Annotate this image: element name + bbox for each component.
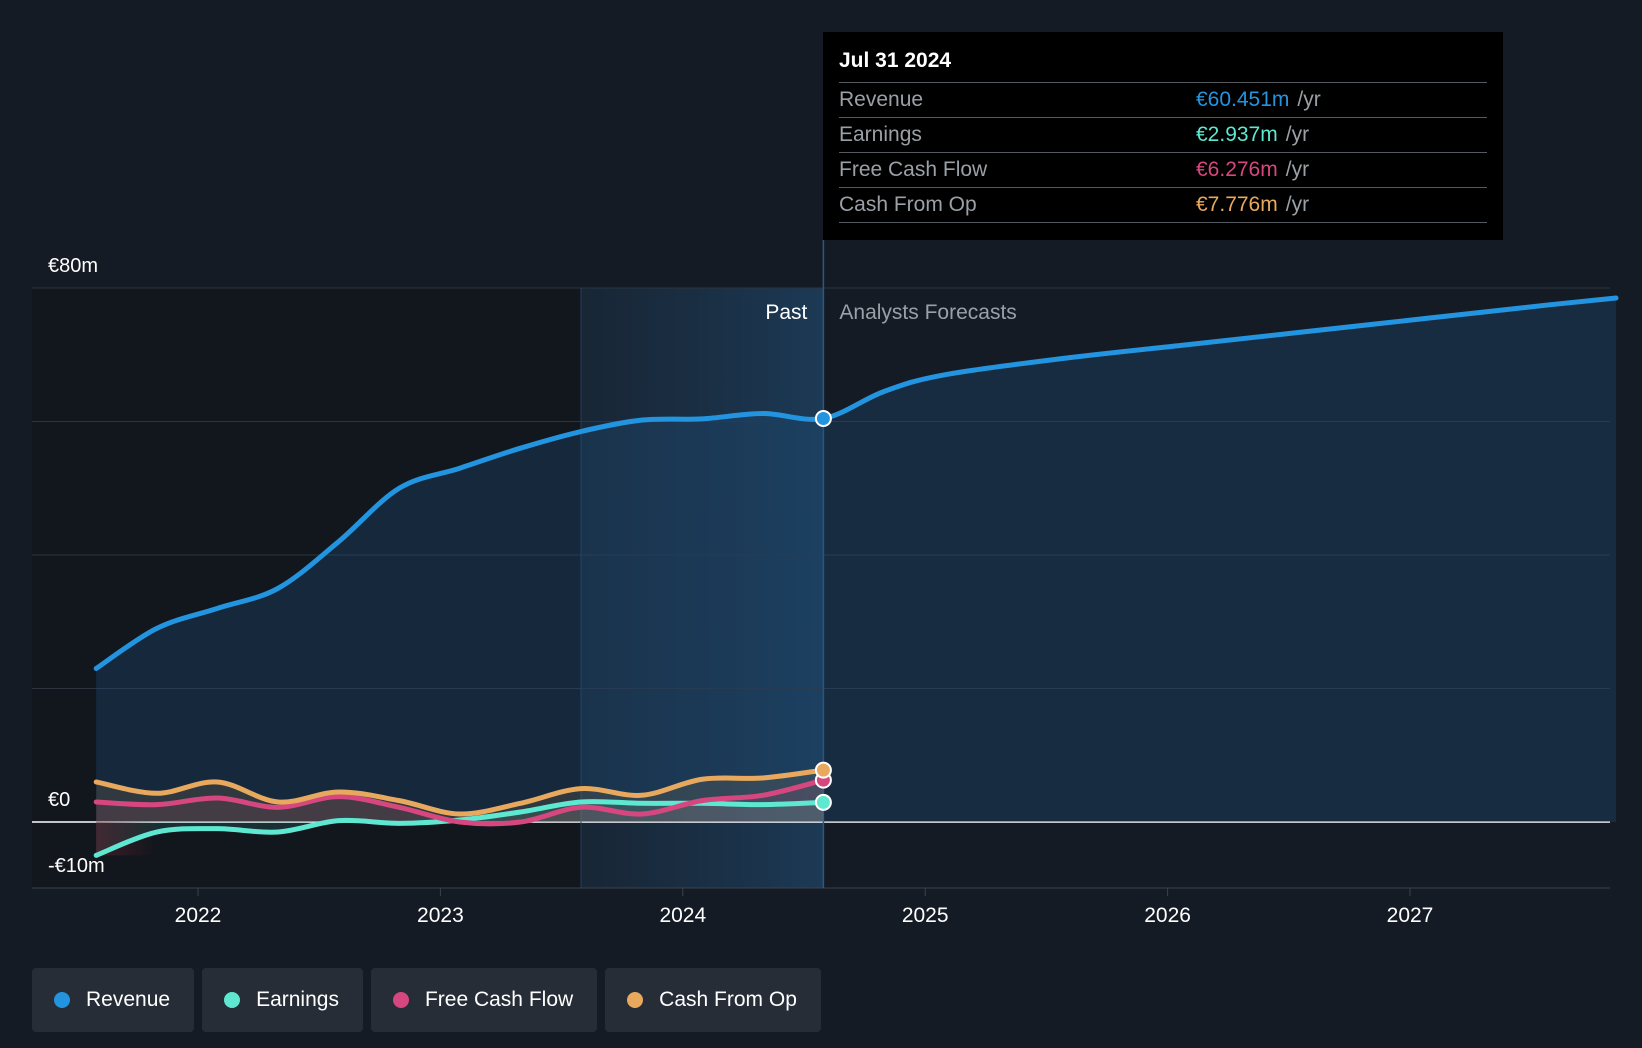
forecast-label: Analysts Forecasts bbox=[839, 301, 1016, 324]
tooltip-row: Free Cash Flow €6.276m/yr bbox=[839, 152, 1487, 187]
tooltip: Jul 31 2024 Revenue €60.451m/yr Earnings €2… bbox=[823, 32, 1503, 240]
earnings-marker bbox=[814, 793, 832, 811]
legend-label: Earnings bbox=[256, 988, 339, 1011]
x-tick-label: 2024 bbox=[659, 904, 706, 927]
tooltip-row-unit: /yr bbox=[1285, 193, 1310, 216]
tooltip-row: Cash From Op €7.776m/yr bbox=[839, 187, 1487, 223]
tooltip-date: Jul 31 2024 bbox=[839, 49, 952, 72]
legend-dot-icon bbox=[627, 992, 644, 1008]
x-tick-label: 2027 bbox=[1387, 904, 1434, 927]
cash-from-op-marker bbox=[814, 761, 832, 779]
tooltip-row-value: €60.451m bbox=[1196, 88, 1290, 111]
tooltip-row-label: Free Cash Flow bbox=[839, 158, 988, 181]
tooltip-row-label: Earnings bbox=[839, 123, 922, 146]
tooltip-row-value: €6.276m bbox=[1196, 158, 1278, 181]
legend: Revenue Earnings Free Cash Flow Cash From O… bbox=[32, 968, 821, 1032]
legend-label: Revenue bbox=[86, 988, 171, 1011]
free-cash-flow-line bbox=[93, 777, 826, 827]
x-tick-label: 2026 bbox=[1144, 904, 1191, 927]
legend-item-cash-from-op[interactable]: Cash From Op bbox=[605, 968, 821, 1032]
legend-label: Free Cash Flow bbox=[424, 988, 574, 1011]
tooltip-row-label: Cash From Op bbox=[839, 193, 977, 216]
y-axis-label: -€10m bbox=[48, 855, 105, 877]
x-tick-label: 2025 bbox=[902, 904, 949, 927]
tooltip-row-value: €2.937m bbox=[1196, 123, 1278, 146]
legend-item-earnings[interactable]: Earnings bbox=[202, 968, 363, 1032]
free-cash-flow-area bbox=[96, 780, 824, 824]
y-axis-label: €80m bbox=[48, 255, 98, 277]
legend-dot-icon bbox=[54, 992, 70, 1008]
tooltip-row-unit: /yr bbox=[1285, 123, 1310, 146]
x-tick-label: 2023 bbox=[417, 904, 464, 927]
x-tick-label: 2022 bbox=[175, 904, 222, 927]
legend-item-revenue[interactable]: Revenue bbox=[32, 968, 195, 1032]
revenue-line bbox=[93, 295, 1619, 671]
tooltip-row-value: €7.776m bbox=[1196, 193, 1278, 216]
tooltip-row-unit: /yr bbox=[1297, 88, 1321, 111]
legend-item-free-cash-flow[interactable]: Free Cash Flow bbox=[370, 968, 598, 1032]
y-axis-label: €0 bbox=[48, 789, 70, 811]
past-label: Past bbox=[765, 301, 807, 324]
revenue-area bbox=[96, 298, 1617, 822]
revenue-marker bbox=[814, 409, 832, 427]
tooltip-row: Revenue €60.451m/yr bbox=[839, 82, 1487, 117]
tooltip-row-unit: /yr bbox=[1285, 158, 1310, 181]
highlight-region bbox=[580, 288, 824, 888]
legend-dot-icon bbox=[224, 992, 241, 1008]
legend-dot-icon bbox=[392, 992, 409, 1008]
legend-label: Cash From Op bbox=[659, 988, 797, 1011]
tooltip-row: Earnings €2.937m/yr bbox=[839, 117, 1487, 152]
tooltip-row-label: Revenue bbox=[839, 88, 924, 111]
cash-from-op-line bbox=[93, 767, 826, 817]
